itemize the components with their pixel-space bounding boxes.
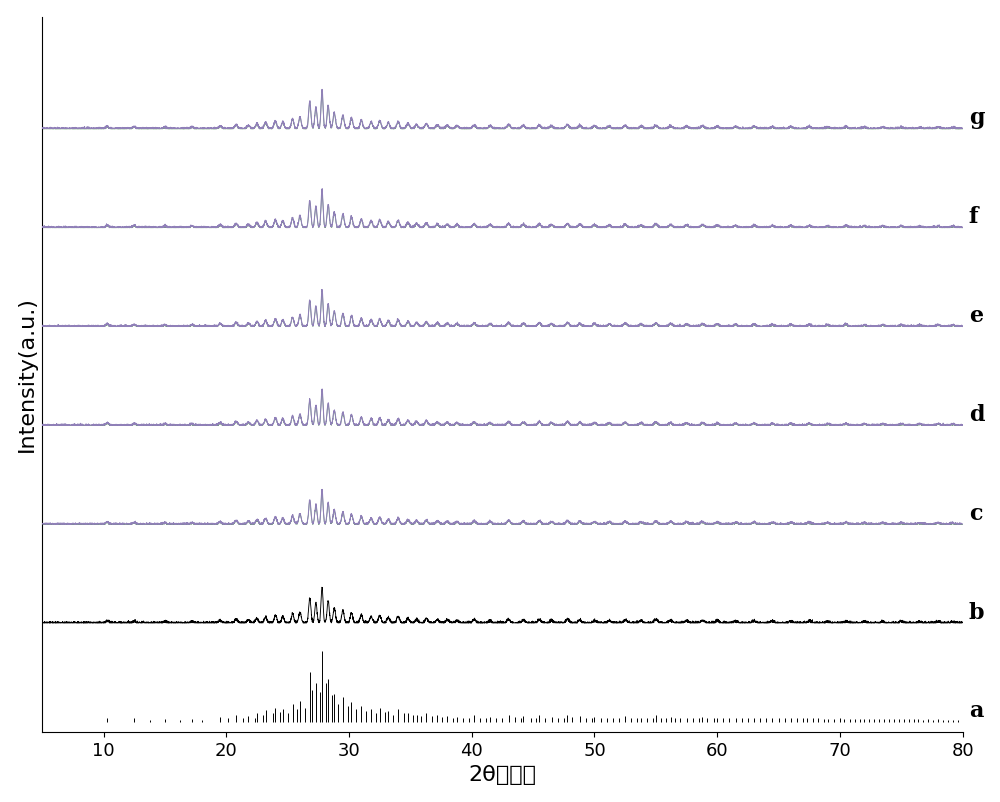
- Text: f: f: [969, 206, 978, 228]
- Text: c: c: [969, 503, 982, 525]
- Text: e: e: [969, 305, 983, 327]
- Text: g: g: [969, 107, 984, 129]
- X-axis label: 2θ（度）: 2θ（度）: [468, 765, 536, 785]
- Text: d: d: [969, 403, 984, 426]
- Y-axis label: Intensity(a.u.): Intensity(a.u.): [17, 297, 37, 452]
- Text: b: b: [969, 602, 984, 623]
- Text: a: a: [969, 700, 983, 723]
